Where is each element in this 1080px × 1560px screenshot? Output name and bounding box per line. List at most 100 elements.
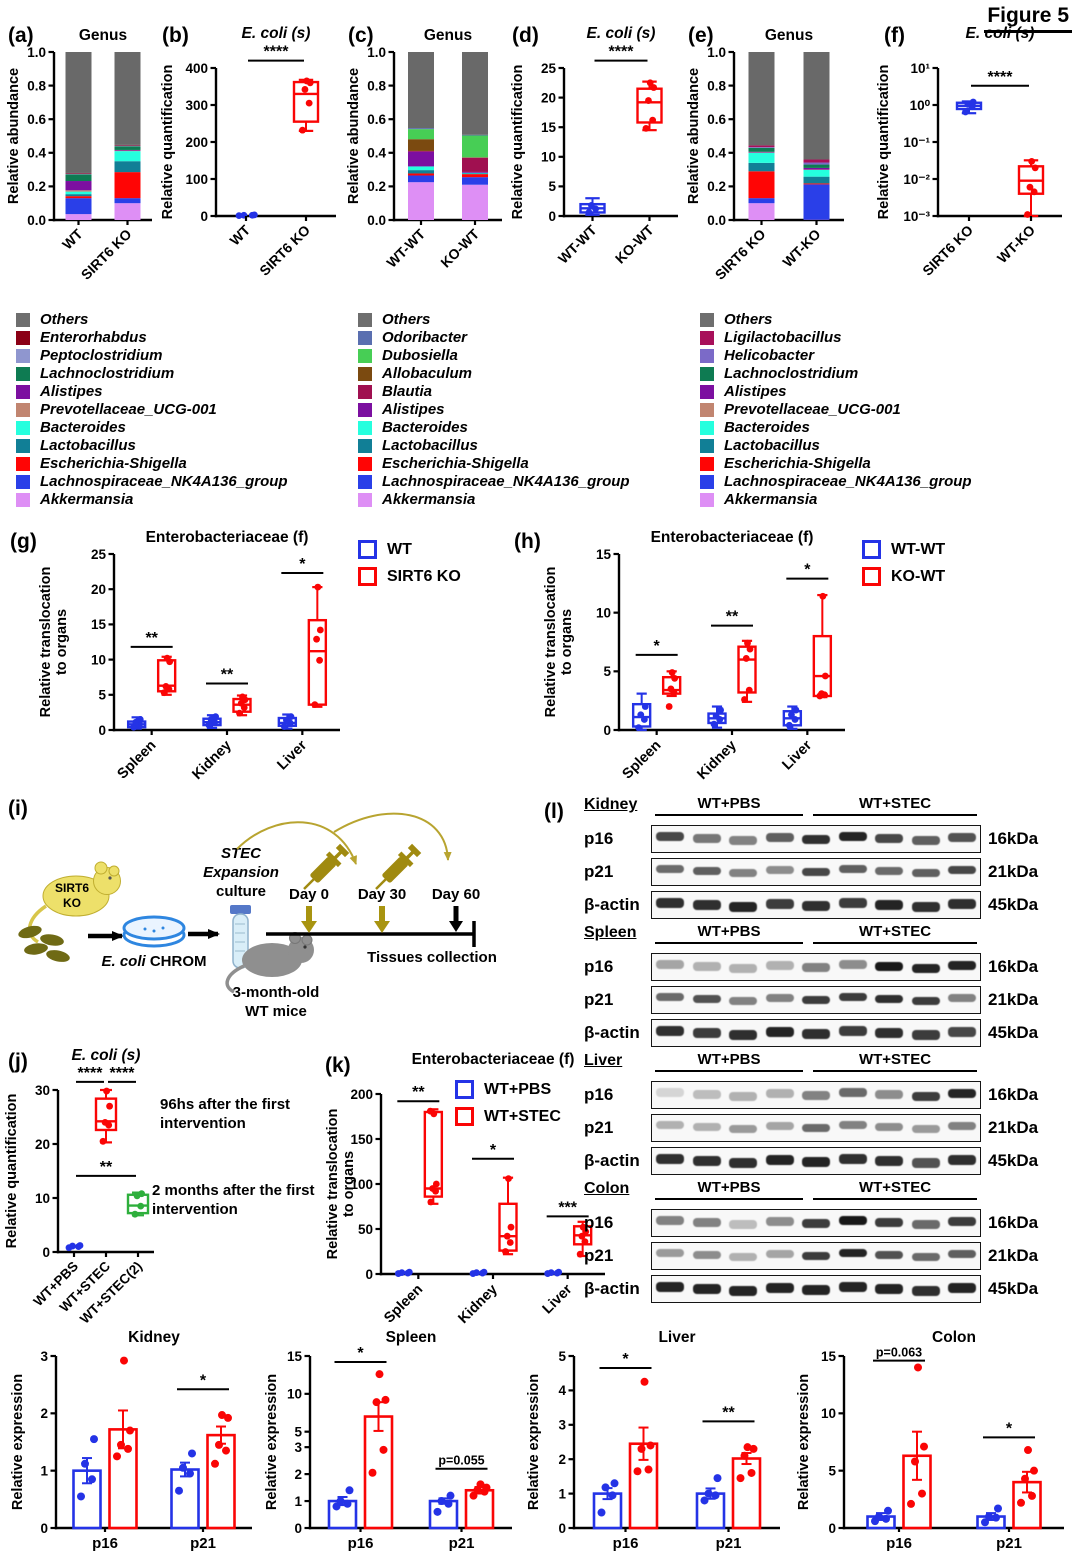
- svg-text:0.4: 0.4: [27, 146, 46, 161]
- blot-kda-label: 16kDa: [988, 1212, 1039, 1232]
- blot-target-label: β-actin: [584, 1278, 640, 1298]
- loop-arrow-1: [236, 821, 357, 865]
- svg-text:WT mice: WT mice: [245, 1003, 307, 1020]
- legend-swatch: [358, 402, 372, 417]
- feces-icon: [18, 925, 70, 962]
- genus-legend-item: Others: [358, 312, 630, 327]
- blot-group-label: WT+STEC: [813, 1051, 977, 1072]
- blot-target-label: β-actin: [584, 894, 640, 914]
- svg-text:10: 10: [287, 1387, 302, 1402]
- day60-label: Day 60: [432, 886, 480, 903]
- legend-swatch: [700, 384, 714, 399]
- svg-text:culture: culture: [216, 883, 266, 900]
- svg-text:intervention: intervention: [160, 1115, 246, 1132]
- blot-organ-label: Spleen: [584, 924, 637, 941]
- legend-label: WT+STEC: [484, 1107, 561, 1125]
- svg-text:10¹: 10¹: [910, 61, 930, 76]
- blot-kda-label: 16kDa: [988, 828, 1039, 848]
- genus-legend-label: Blautia: [382, 383, 433, 400]
- panel-label-a: (a): [8, 24, 34, 47]
- legend-label: WT+PBS: [484, 1080, 552, 1098]
- svg-text:**: **: [100, 1159, 113, 1176]
- genus-legend-label: Others: [382, 311, 431, 328]
- svg-text:Kidney: Kidney: [694, 738, 739, 783]
- svg-text:0.8: 0.8: [707, 78, 726, 93]
- legend-swatch: [358, 492, 372, 507]
- svg-text:*: *: [654, 638, 661, 655]
- legend-swatch: [700, 438, 714, 453]
- blot-row: p16 16kDa: [556, 1078, 1078, 1111]
- svg-text:p16: p16: [348, 1535, 374, 1552]
- blot-target-label: β-actin: [584, 1022, 640, 1042]
- svg-text:Relative abundance: Relative abundance: [686, 68, 702, 204]
- svg-text:p21: p21: [190, 1535, 216, 1552]
- legend-label: WT-WT: [891, 540, 946, 558]
- blot-row: p16 16kDa: [556, 1206, 1078, 1239]
- genus-legend-item: Lactobacillus: [358, 438, 630, 453]
- panel-label-c: (c): [348, 24, 374, 47]
- blot-organ-label: Colon: [584, 1180, 630, 1197]
- blot-row: p21 21kDa: [556, 983, 1078, 1016]
- genus-legend-item: Akkermansia: [16, 492, 288, 507]
- genus-legend-item: Ligilactobacillus: [700, 330, 972, 345]
- svg-text:to organs: to organs: [559, 609, 575, 675]
- svg-text:5: 5: [828, 1463, 836, 1478]
- svg-text:0: 0: [98, 723, 106, 738]
- genus-legend-label: Lachnospiraceae_NK4A136_group: [724, 473, 972, 490]
- svg-text:****: ****: [609, 44, 635, 61]
- svg-text:KO-WT: KO-WT: [437, 225, 482, 270]
- blot-group-label: WT+STEC: [813, 923, 977, 944]
- legend-swatch: [16, 366, 30, 381]
- svg-text:5: 5: [603, 664, 611, 679]
- blot-band-strip: [651, 985, 981, 1014]
- genus-legend-label: Lachnospiraceae_NK4A136_group: [382, 473, 630, 490]
- genus-legend-label: Lachnospiraceae_NK4A136_group: [40, 473, 288, 490]
- blot-group-label: WT+STEC: [813, 1179, 977, 1200]
- genus-legend-label: Alistipes: [724, 383, 787, 400]
- legend-item: WT+PBS: [455, 1080, 561, 1099]
- ecoli-chrom-label: E. coli CHROM: [101, 953, 206, 970]
- svg-text:****: ****: [78, 1065, 104, 1082]
- blot-target-label: p16: [584, 828, 614, 848]
- svg-text:to organs: to organs: [54, 609, 70, 675]
- genus-legend-item: Escherichia-Shigella: [358, 456, 630, 471]
- blot-group-label: WT+PBS: [655, 923, 803, 944]
- svg-text:0.4: 0.4: [707, 146, 726, 161]
- legend-swatch: [16, 384, 30, 399]
- genus-legend-label: Prevotellaceae_UCG-001: [724, 401, 901, 418]
- legend-item: KO-WT: [862, 567, 945, 586]
- svg-text:3: 3: [294, 1440, 302, 1455]
- svg-text:WT-WT: WT-WT: [383, 225, 428, 270]
- chart-expression-colon: 0 5 10 15 Relative expression Colon p16 p=0.063…: [794, 1326, 1074, 1560]
- figure-title: Figure 5: [984, 4, 1072, 33]
- svg-text:Liver: Liver: [274, 737, 310, 773]
- blot-section-kidney: Kidney WT+PBS WT+STEC p16 16kDa p21 21kDa β-act…: [556, 795, 1078, 921]
- svg-text:WT-KO: WT-KO: [779, 226, 823, 270]
- genus-legend-label: Bacteroides: [40, 419, 126, 436]
- svg-text:Spleen: Spleen: [381, 1282, 426, 1327]
- genus-legend-1: Others Enterorhabdus Peptoclostridium Lachn…: [16, 312, 288, 507]
- legend-swatch: [16, 402, 30, 417]
- svg-text:SIRT6 KO: SIRT6 KO: [919, 222, 976, 279]
- svg-text:10: 10: [35, 1191, 50, 1206]
- blot-target-label: p16: [584, 1084, 614, 1104]
- blot-kda-label: 45kDa: [988, 1278, 1039, 1298]
- svg-text:*: *: [357, 1345, 364, 1362]
- blot-group-label: WT+PBS: [655, 1051, 803, 1072]
- panel-label-h: (h): [514, 530, 541, 553]
- legend-swatch: [16, 438, 30, 453]
- genus-legend-item: Lachnospiraceae_NK4A136_group: [700, 474, 972, 489]
- blot-band-strip: [651, 1274, 981, 1303]
- genus-legend-label: Akkermansia: [382, 491, 476, 508]
- genus-legend-item: Escherichia-Shigella: [700, 456, 972, 471]
- blot-band-strip: [651, 1241, 981, 1270]
- experiment-diagram: SIRT6 KO E. coli CHROM STEC Expansion cu…: [18, 812, 497, 1020]
- genus-legend-label: Bacteroides: [382, 419, 468, 436]
- stec-label: STEC: [221, 845, 262, 862]
- svg-text:3: 3: [558, 1418, 566, 1433]
- legend-swatch: [358, 366, 372, 381]
- genus-legend-item: Dubosiella: [358, 348, 630, 363]
- svg-text:0.0: 0.0: [707, 213, 726, 228]
- blot-kda-label: 45kDa: [988, 1150, 1039, 1170]
